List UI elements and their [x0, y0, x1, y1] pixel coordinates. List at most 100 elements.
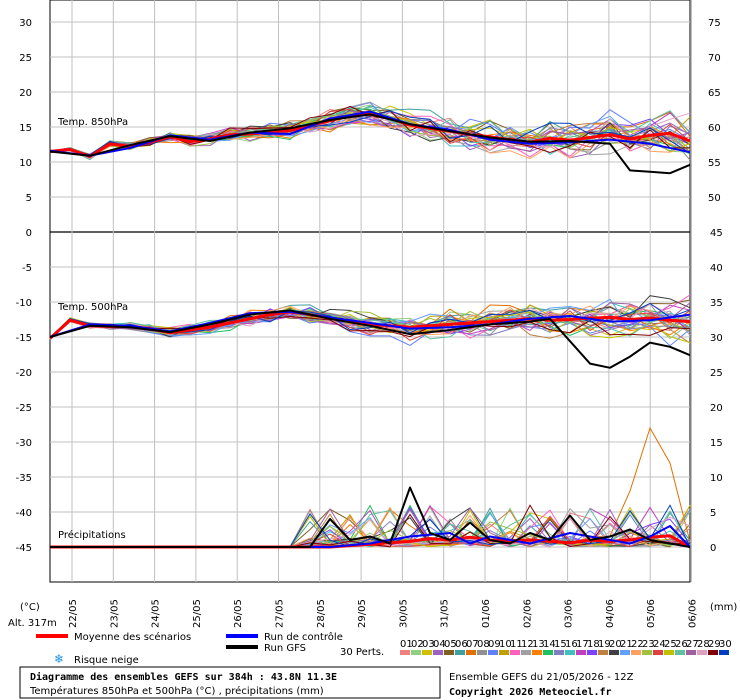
pert-number: 04 — [433, 639, 446, 650]
pert-swatch — [664, 650, 674, 655]
left-tick-label: -30 — [16, 438, 32, 449]
pert-number: 06 — [455, 639, 468, 650]
pert-number: 24 — [653, 639, 666, 650]
pert-number: 10 — [499, 639, 512, 650]
pert-swatch — [488, 650, 498, 655]
pert-swatch — [400, 650, 410, 655]
left-tick-label: 25 — [19, 53, 32, 64]
x-date-label: 02/06 — [522, 599, 533, 628]
pert-swatch — [499, 650, 509, 655]
pert-number: 21 — [620, 639, 633, 650]
chart-title: Diagramme des ensembles GEFS sur 384h : … — [30, 671, 337, 683]
right-tick-label: 25 — [710, 368, 723, 379]
altitude-label: Alt. 317m — [8, 618, 57, 629]
pert-number: 17 — [576, 639, 589, 650]
right-tick-label: 65 — [708, 88, 721, 99]
x-date-label: 05/06 — [646, 599, 657, 628]
x-date-label: 03/06 — [564, 599, 575, 628]
pert-swatch — [609, 650, 619, 655]
pert-swatch — [477, 650, 487, 655]
pert-number: 03 — [422, 639, 435, 650]
run-info: Ensemble GEFS du 21/05/2026 - 12Z — [449, 672, 634, 683]
right-tick-label: 15 — [710, 438, 723, 449]
pert-swatch — [686, 650, 696, 655]
precip-panel-label: Précipitations — [58, 529, 126, 541]
t850-panel-label: Temp. 850hPa — [57, 117, 128, 128]
pert-swatch — [455, 650, 465, 655]
pert-number: 13 — [532, 639, 545, 650]
pert-swatch — [675, 650, 685, 655]
series-line-t850 — [49, 113, 691, 175]
pert-swatch — [466, 650, 476, 655]
pert-swatch — [642, 650, 652, 655]
pert-number: 01 — [400, 639, 413, 650]
pert-number: 05 — [444, 639, 457, 650]
pert-number: 28 — [697, 639, 710, 650]
right-unit-label: (mm) — [710, 602, 737, 613]
pert-swatch — [521, 650, 531, 655]
title-box — [19, 666, 441, 699]
pert-number: 30 — [719, 639, 732, 650]
pert-swatch — [719, 650, 729, 655]
pert-number: 14 — [543, 639, 556, 650]
legend-gfs-label: Run GFS — [264, 643, 306, 654]
left-tick-label: 5 — [26, 193, 32, 204]
right-tick-label: 55 — [708, 158, 721, 169]
right-tick-label: 70 — [708, 53, 721, 64]
pert-number: 19 — [598, 639, 611, 650]
left-tick-label: -15 — [16, 333, 32, 344]
left-tick-label: -35 — [16, 473, 32, 484]
ensemble-member-line — [49, 110, 691, 156]
pert-swatch — [620, 650, 630, 655]
left-tick-label: 20 — [19, 88, 32, 99]
pert-number: 11 — [510, 639, 523, 650]
pert-swatch — [653, 650, 663, 655]
pert-number: 07 — [466, 639, 479, 650]
pert-swatch — [697, 650, 707, 655]
pert-number: 26 — [675, 639, 688, 650]
ensemble-member-line — [49, 302, 691, 339]
legend-control-label: Run de contrôle — [264, 631, 343, 643]
series-line-t500 — [49, 309, 691, 369]
x-date-label: 22/05 — [68, 599, 79, 628]
left-tick-label: 15 — [19, 123, 32, 134]
right-tick-label: 35 — [710, 298, 723, 309]
x-date-label: 30/05 — [398, 599, 409, 628]
pert-number: 23 — [642, 639, 655, 650]
pert-number: 15 — [554, 639, 567, 650]
pert-number: 25 — [664, 639, 677, 650]
pert-swatch — [411, 650, 421, 655]
pert-swatch — [565, 650, 575, 655]
pert-swatch — [444, 650, 454, 655]
right-tick-label: 50 — [708, 193, 721, 204]
x-date-label: 26/05 — [233, 599, 244, 628]
t500-panel-label: Temp. 500hPa — [57, 302, 128, 313]
x-date-label: 25/05 — [192, 599, 203, 628]
legend-snow-label: Risque neige — [74, 655, 139, 666]
series-line-precip — [50, 486, 691, 548]
pert-swatch — [532, 650, 542, 655]
left-tick-label: 10 — [19, 158, 32, 169]
perturbation-legend: 0102030405060708091011121314151617181920… — [400, 639, 732, 655]
ensemble-member-line — [49, 308, 691, 340]
plot-frame — [49, 0, 691, 583]
x-date-label: 24/05 — [151, 599, 162, 628]
pert-number: 09 — [488, 639, 501, 650]
left-tick-label: -5 — [22, 263, 32, 274]
pert-number: 18 — [587, 639, 600, 650]
pert-swatch — [554, 650, 564, 655]
right-tick-label: 60 — [708, 123, 721, 134]
left-tick-label: -25 — [16, 403, 32, 414]
chart-series — [48, 110, 691, 549]
pert-number: 20 — [609, 639, 622, 650]
x-date-label: 04/06 — [605, 599, 616, 628]
pert-swatch — [543, 650, 553, 655]
chart-grid — [49, 0, 692, 583]
left-tick-label: 30 — [19, 18, 32, 29]
pert-swatch — [576, 650, 586, 655]
x-date-label: 27/05 — [275, 599, 286, 628]
right-tick-label: 40 — [710, 263, 723, 274]
left-tick-label: 0 — [26, 228, 32, 239]
left-tick-label: -10 — [16, 298, 32, 309]
